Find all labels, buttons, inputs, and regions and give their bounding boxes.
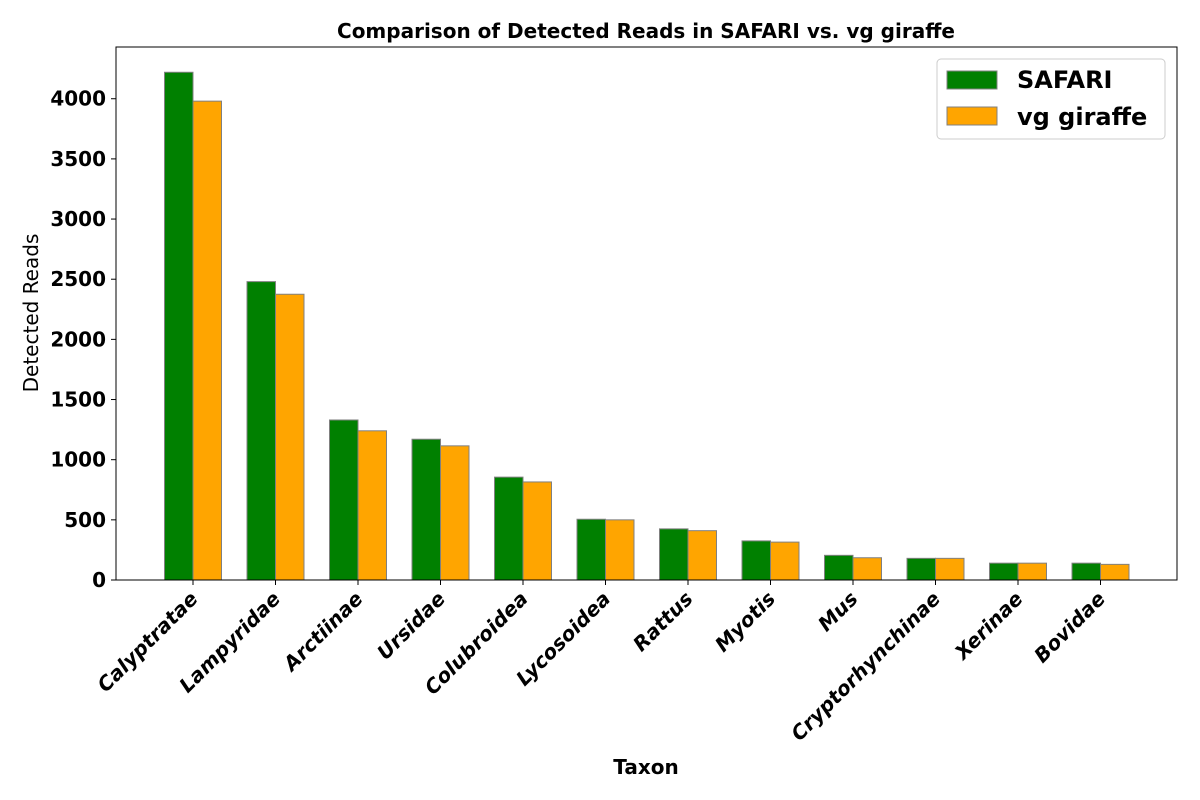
bar-safari-colubroidea: [494, 476, 524, 581]
bars-layer: [164, 71, 1130, 581]
legend: SAFARI vg giraffe: [936, 58, 1166, 140]
y-tick-label: 1000: [50, 448, 106, 472]
y-axis-label: Detected Reads: [19, 234, 43, 393]
legend-label-vg-giraffe: vg giraffe: [1017, 103, 1147, 131]
y-tick-label: 2500: [50, 267, 106, 291]
bar-safari-calyptratae: [164, 71, 194, 581]
x-tick-label: Bovidae: [1029, 587, 1110, 668]
bar-safari-lampyridae: [246, 281, 276, 581]
x-tick-label: Arctiinae: [277, 587, 367, 677]
bar-vg-giraffe-bovidae: [1100, 563, 1130, 581]
y-tick-label: 3000: [50, 207, 106, 231]
bar-safari-xerinae: [989, 562, 1019, 581]
y-tick-label: 0: [92, 568, 106, 592]
chart-title: Comparison of Detected Reads in SAFARI v…: [337, 19, 955, 43]
bar-vg-giraffe-arctiinae: [357, 430, 387, 581]
legend-swatch-safari: [946, 70, 998, 90]
y-tick-label: 1500: [50, 388, 106, 412]
bar-vg-giraffe-lampyridae: [275, 293, 305, 581]
legend-swatch-vg-giraffe: [946, 106, 998, 126]
bar-safari-myotis: [741, 540, 771, 581]
bar-safari-rattus: [659, 528, 689, 581]
x-axis-label: Taxon: [613, 755, 678, 779]
x-tick-label: Xerinae: [949, 587, 1028, 666]
bar-vg-giraffe-colubroidea: [522, 481, 552, 581]
bar-safari-arctiinae: [329, 419, 359, 581]
bar-safari-cryptorhynchinae: [906, 557, 936, 581]
y-tick-label: 500: [64, 508, 106, 532]
bar-safari-mus: [824, 554, 854, 581]
bar-safari-lycosoidea: [576, 518, 606, 581]
x-tick-label: Rattus: [628, 587, 697, 656]
bar-vg-giraffe-myotis: [770, 541, 800, 581]
bar-vg-giraffe-ursidae: [440, 445, 470, 581]
y-axis: 0 500 1000 1500 2000 2500 3000 3500 4000: [50, 87, 116, 592]
x-tick-label: Myotis: [710, 586, 780, 656]
y-tick-label: 4000: [50, 87, 106, 111]
bar-vg-giraffe-cryptorhynchinae: [935, 557, 965, 581]
y-tick-label: 3500: [50, 147, 106, 171]
bar-vg-giraffe-lycosoidea: [605, 519, 635, 581]
x-tick-label: Ursidae: [372, 587, 450, 665]
bar-vg-giraffe-rattus: [687, 530, 717, 581]
bar-vg-giraffe-xerinae: [1017, 562, 1047, 581]
plot-frame: [115, 46, 1178, 581]
y-tick-label: 2000: [50, 327, 106, 351]
bar-vg-giraffe-calyptratae: [192, 100, 222, 581]
bar-safari-bovidae: [1071, 562, 1101, 581]
x-tick-label: Mus: [813, 586, 863, 636]
bar-vg-giraffe-mus: [852, 557, 882, 581]
x-tick-label: Cryptorhynchinae: [786, 587, 945, 746]
legend-label-safari: SAFARI: [1017, 66, 1112, 94]
bar-safari-ursidae: [411, 438, 441, 581]
